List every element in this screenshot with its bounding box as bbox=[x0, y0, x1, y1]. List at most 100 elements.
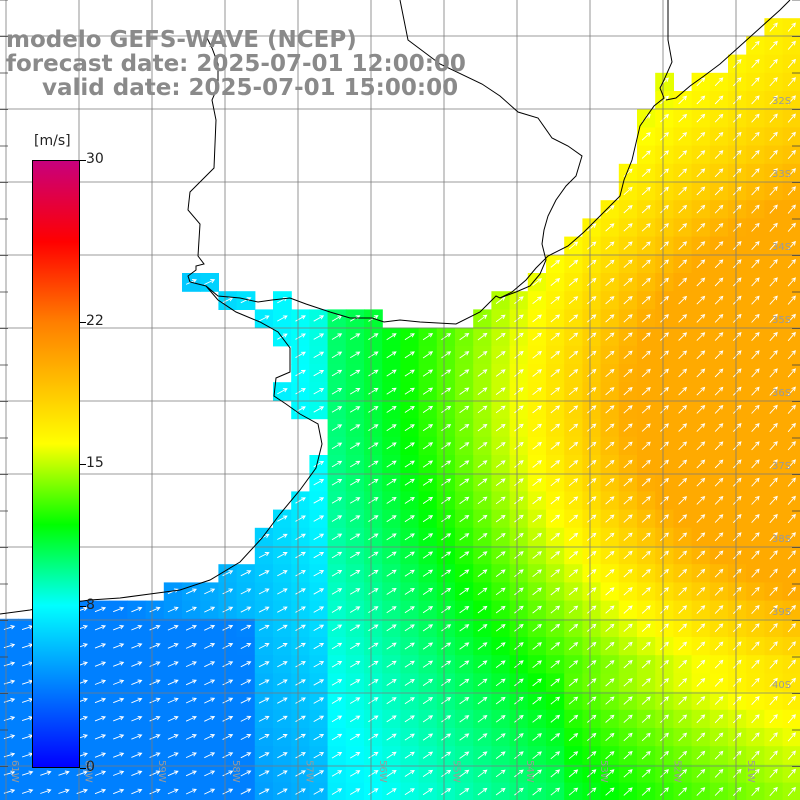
wind-arrow bbox=[751, 732, 760, 742]
wind-arrow bbox=[732, 423, 742, 433]
wind-arrow bbox=[623, 514, 633, 523]
wind-arrow bbox=[441, 587, 452, 595]
wind-arrow bbox=[459, 332, 470, 341]
wind-arrow bbox=[167, 697, 179, 704]
wind-arrow bbox=[368, 551, 379, 559]
wind-arrow bbox=[678, 204, 688, 214]
wind-arrow bbox=[441, 733, 452, 741]
wind-arrow bbox=[769, 732, 778, 742]
wind-arrow bbox=[550, 714, 561, 723]
latitude-label: 33S bbox=[772, 169, 791, 180]
wind-arrow bbox=[714, 586, 724, 596]
wind-arrow bbox=[149, 715, 161, 722]
wind-arrow bbox=[477, 460, 488, 468]
wind-arrow bbox=[368, 751, 379, 759]
wind-arrow bbox=[532, 350, 542, 359]
wind-arrow bbox=[331, 606, 343, 613]
wind-arrow bbox=[368, 679, 379, 686]
wind-arrow bbox=[659, 587, 669, 596]
wind-arrow bbox=[349, 679, 361, 686]
wind-arrow bbox=[331, 424, 343, 431]
wind-arrow bbox=[641, 514, 651, 523]
wind-arrow bbox=[331, 642, 343, 650]
wind-arrow bbox=[131, 752, 143, 758]
wind-arrow bbox=[623, 350, 633, 359]
wind-arrow bbox=[240, 624, 252, 631]
wind-arrow bbox=[131, 734, 143, 740]
wind-arrow bbox=[587, 387, 597, 396]
wind-arrow bbox=[550, 660, 561, 669]
wind-arrow bbox=[550, 623, 561, 632]
wind-arrow bbox=[441, 533, 452, 541]
wind-arrow bbox=[605, 641, 615, 651]
wind-arrow bbox=[714, 495, 724, 505]
wind-arrow bbox=[349, 388, 361, 395]
wind-arrow bbox=[331, 533, 343, 541]
wind-arrow bbox=[222, 643, 234, 649]
wind-arrow bbox=[477, 551, 488, 559]
wind-arrow bbox=[167, 770, 179, 777]
wind-arrow bbox=[532, 532, 542, 541]
wind-arrow bbox=[714, 568, 724, 578]
latitude-label: 37S bbox=[772, 461, 791, 472]
wind-arrow bbox=[568, 277, 579, 286]
wind-arrow bbox=[313, 351, 325, 358]
wind-arrow bbox=[678, 405, 688, 414]
wind-arrow bbox=[131, 715, 143, 722]
wind-arrow bbox=[605, 532, 615, 541]
wind-arrow bbox=[422, 715, 434, 723]
wind-arrow bbox=[769, 149, 778, 160]
wind-arrow bbox=[441, 642, 452, 650]
wind-arrow bbox=[623, 241, 633, 250]
wind-arrow bbox=[696, 368, 706, 378]
wind-arrow bbox=[532, 623, 542, 632]
wind-arrow bbox=[441, 715, 452, 723]
wind-arrow bbox=[331, 497, 343, 504]
wind-arrow bbox=[459, 496, 470, 505]
wind-arrow bbox=[331, 788, 343, 795]
colorbar-tick-label: 15 bbox=[86, 455, 104, 471]
wind-arrow bbox=[295, 497, 306, 504]
coastline-uruguay-brazil bbox=[187, 0, 673, 325]
wind-arrow bbox=[696, 714, 706, 724]
wind-arrow bbox=[587, 751, 597, 760]
wind-arrow bbox=[623, 368, 633, 378]
wind-arrow bbox=[641, 150, 651, 159]
wind-arrow bbox=[495, 442, 506, 450]
wind-arrow bbox=[404, 533, 415, 541]
wind-arrow bbox=[732, 787, 742, 797]
wind-arrow bbox=[495, 533, 506, 541]
wind-arrow bbox=[568, 605, 579, 614]
wind-arrow bbox=[514, 405, 524, 414]
wind-arrow bbox=[751, 186, 760, 196]
wind-arrow bbox=[514, 678, 524, 687]
wind-arrow bbox=[714, 732, 724, 742]
wind-arrow bbox=[550, 478, 561, 487]
wind-arrow bbox=[514, 787, 524, 796]
colorbar-tick-label: 0 bbox=[86, 759, 95, 775]
wind-arrow bbox=[404, 660, 415, 668]
wind-arrow bbox=[331, 515, 343, 522]
wind-arrow bbox=[641, 314, 651, 323]
wind-arrow bbox=[659, 787, 669, 796]
wind-arrow bbox=[678, 605, 688, 614]
wind-arrow bbox=[787, 459, 796, 469]
wind-arrow bbox=[787, 586, 796, 596]
wind-arrow bbox=[204, 715, 216, 722]
wind-arrow bbox=[295, 624, 306, 631]
wind-arrow bbox=[751, 386, 760, 396]
wind-arrow bbox=[714, 113, 724, 123]
wind-arrow bbox=[459, 405, 470, 414]
wind-arrow bbox=[751, 459, 760, 469]
wind-arrow bbox=[295, 333, 306, 340]
wind-arrow bbox=[659, 113, 669, 123]
wind-arrow bbox=[696, 732, 706, 742]
wind-arrow bbox=[678, 441, 688, 451]
wind-arrow bbox=[495, 733, 506, 741]
wind-arrow bbox=[550, 769, 561, 778]
wind-arrow bbox=[550, 514, 561, 523]
wind-arrow bbox=[313, 551, 325, 559]
wind-arrow bbox=[404, 697, 415, 705]
wind-arrow bbox=[769, 40, 778, 50]
wind-arrow bbox=[678, 477, 688, 487]
